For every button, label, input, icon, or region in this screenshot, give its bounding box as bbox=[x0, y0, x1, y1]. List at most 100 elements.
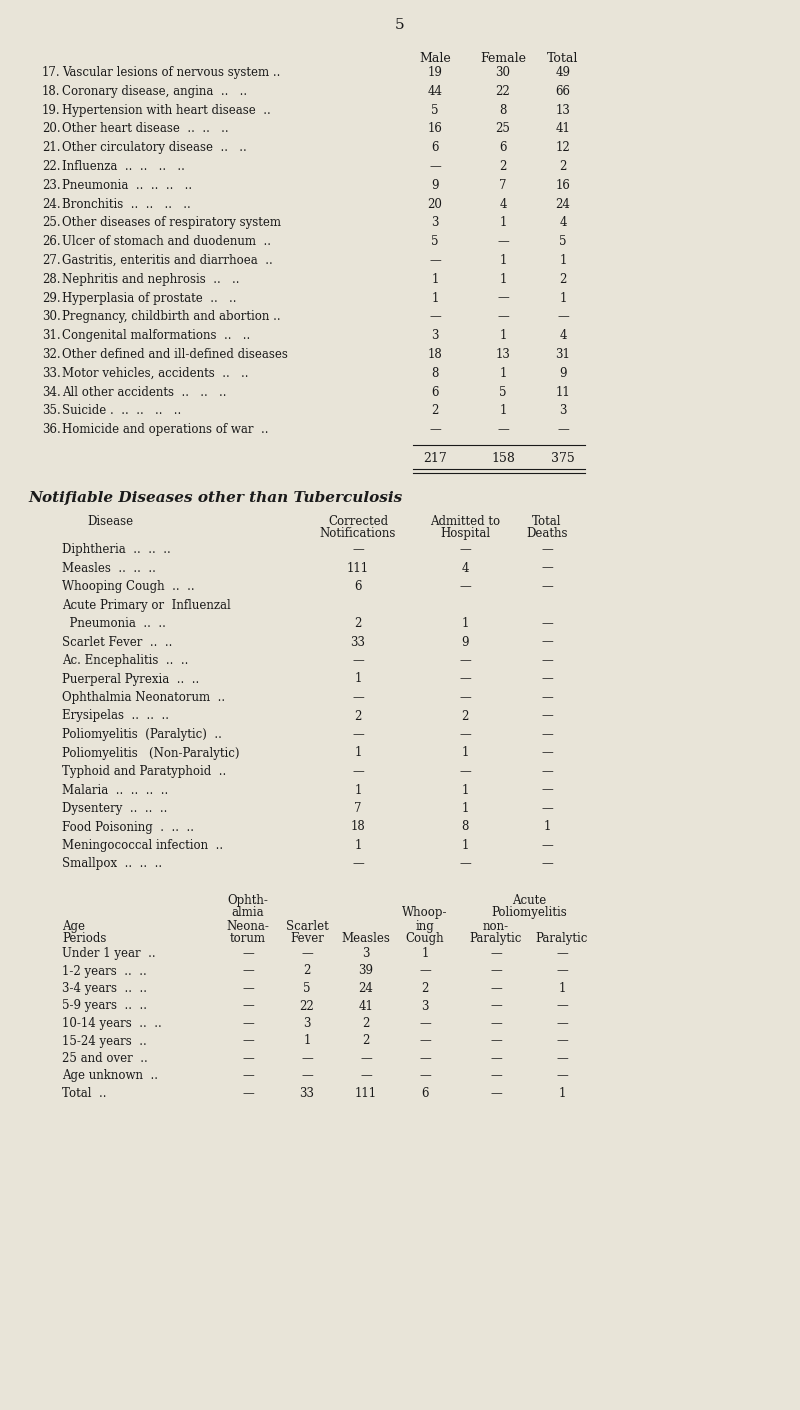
Text: Food Poisoning  .  ..  ..: Food Poisoning . .. .. bbox=[62, 821, 194, 833]
Text: 2: 2 bbox=[422, 981, 429, 995]
Text: 1: 1 bbox=[431, 272, 438, 286]
Text: Ac. Encephalitis  ..  ..: Ac. Encephalitis .. .. bbox=[62, 654, 188, 667]
Text: Under 1 year  ..: Under 1 year .. bbox=[62, 948, 156, 960]
Text: 1: 1 bbox=[499, 272, 506, 286]
Text: 2: 2 bbox=[354, 618, 362, 630]
Text: Total: Total bbox=[532, 515, 562, 527]
Text: 6: 6 bbox=[354, 580, 362, 594]
Text: Diphtheria  ..  ..  ..: Diphtheria .. .. .. bbox=[62, 543, 170, 556]
Text: 1: 1 bbox=[303, 1035, 310, 1048]
Text: Hyperplasia of prostate  ..   ..: Hyperplasia of prostate .. .. bbox=[62, 292, 237, 305]
Text: 16: 16 bbox=[427, 123, 442, 135]
Text: 2: 2 bbox=[462, 709, 469, 722]
Text: Age: Age bbox=[62, 919, 85, 933]
Text: —: — bbox=[497, 235, 509, 248]
Text: 1: 1 bbox=[499, 405, 506, 417]
Text: 1: 1 bbox=[499, 367, 506, 379]
Text: 28.: 28. bbox=[42, 272, 61, 286]
Text: 33: 33 bbox=[350, 636, 366, 649]
Text: —: — bbox=[490, 1000, 502, 1012]
Text: —: — bbox=[556, 948, 568, 960]
Text: —: — bbox=[541, 709, 553, 722]
Text: Other heart disease  ..  ..   ..: Other heart disease .. .. .. bbox=[62, 123, 229, 135]
Text: Acute Primary or  Influenzal: Acute Primary or Influenzal bbox=[62, 598, 230, 612]
Text: —: — bbox=[459, 673, 471, 685]
Text: 3: 3 bbox=[559, 405, 566, 417]
Text: Other diseases of respiratory system: Other diseases of respiratory system bbox=[62, 216, 281, 230]
Text: Admitted to: Admitted to bbox=[430, 515, 500, 527]
Text: 1: 1 bbox=[462, 746, 469, 760]
Text: —: — bbox=[419, 964, 431, 977]
Text: —: — bbox=[497, 423, 509, 436]
Text: Ulcer of stomach and duodenum  ..: Ulcer of stomach and duodenum .. bbox=[62, 235, 271, 248]
Text: —: — bbox=[459, 728, 471, 742]
Text: 2: 2 bbox=[559, 159, 566, 173]
Text: —: — bbox=[360, 1070, 372, 1083]
Text: —: — bbox=[301, 948, 313, 960]
Text: 31.: 31. bbox=[42, 329, 61, 343]
Text: —: — bbox=[242, 1087, 254, 1100]
Text: Gastritis, enteritis and diarrhoea  ..: Gastritis, enteritis and diarrhoea .. bbox=[62, 254, 273, 266]
Text: 20: 20 bbox=[427, 197, 442, 210]
Text: 23.: 23. bbox=[42, 179, 61, 192]
Text: 7: 7 bbox=[499, 179, 506, 192]
Text: Age unknown  ..: Age unknown .. bbox=[62, 1070, 158, 1083]
Text: 22: 22 bbox=[496, 85, 510, 97]
Text: 1: 1 bbox=[558, 981, 566, 995]
Text: Dysentery  ..  ..  ..: Dysentery .. .. .. bbox=[62, 802, 167, 815]
Text: 2: 2 bbox=[354, 709, 362, 722]
Text: 17.: 17. bbox=[42, 66, 61, 79]
Text: Periods: Periods bbox=[62, 932, 106, 945]
Text: Congenital malformations  ..   ..: Congenital malformations .. .. bbox=[62, 329, 250, 343]
Text: Hospital: Hospital bbox=[440, 527, 490, 540]
Text: —: — bbox=[352, 728, 364, 742]
Text: 35.: 35. bbox=[42, 405, 61, 417]
Text: Cough: Cough bbox=[406, 932, 444, 945]
Text: ing: ing bbox=[416, 919, 434, 933]
Text: Total  ..: Total .. bbox=[62, 1087, 106, 1100]
Text: 22.: 22. bbox=[42, 159, 61, 173]
Text: 1: 1 bbox=[543, 821, 550, 833]
Text: Disease: Disease bbox=[87, 515, 133, 527]
Text: —: — bbox=[429, 423, 441, 436]
Text: non-: non- bbox=[483, 919, 509, 933]
Text: 18: 18 bbox=[428, 348, 442, 361]
Text: 3: 3 bbox=[303, 1017, 310, 1029]
Text: Ophth-: Ophth- bbox=[227, 894, 269, 907]
Text: 36.: 36. bbox=[42, 423, 61, 436]
Text: 5: 5 bbox=[499, 385, 506, 399]
Text: Whoop-: Whoop- bbox=[402, 907, 448, 919]
Text: 5: 5 bbox=[395, 18, 405, 32]
Text: 19: 19 bbox=[427, 66, 442, 79]
Text: —: — bbox=[541, 766, 553, 778]
Text: Scarlet: Scarlet bbox=[286, 919, 328, 933]
Text: —: — bbox=[352, 543, 364, 556]
Text: Motor vehicles, accidents  ..   ..: Motor vehicles, accidents .. .. bbox=[62, 367, 249, 379]
Text: Measles  ..  ..  ..: Measles .. .. .. bbox=[62, 561, 156, 574]
Text: 5: 5 bbox=[431, 235, 438, 248]
Text: Meningococcal infection  ..: Meningococcal infection .. bbox=[62, 839, 223, 852]
Text: Paralytic: Paralytic bbox=[470, 932, 522, 945]
Text: —: — bbox=[541, 654, 553, 667]
Text: Fever: Fever bbox=[290, 932, 324, 945]
Text: 1: 1 bbox=[462, 802, 469, 815]
Text: 19.: 19. bbox=[42, 103, 61, 117]
Text: 217: 217 bbox=[423, 453, 447, 465]
Text: —: — bbox=[541, 618, 553, 630]
Text: 1: 1 bbox=[462, 618, 469, 630]
Text: 2: 2 bbox=[362, 1017, 370, 1029]
Text: Scarlet Fever  ..  ..: Scarlet Fever .. .. bbox=[62, 636, 172, 649]
Text: —: — bbox=[459, 580, 471, 594]
Text: —: — bbox=[242, 1052, 254, 1065]
Text: Poliomyelitis: Poliomyelitis bbox=[491, 907, 567, 919]
Text: —: — bbox=[556, 1017, 568, 1029]
Text: 2: 2 bbox=[499, 159, 506, 173]
Text: —: — bbox=[429, 310, 441, 323]
Text: —: — bbox=[541, 673, 553, 685]
Text: 6: 6 bbox=[431, 141, 438, 154]
Text: —: — bbox=[490, 1017, 502, 1029]
Text: Pneumonia  ..  ..: Pneumonia .. .. bbox=[62, 618, 166, 630]
Text: —: — bbox=[490, 948, 502, 960]
Text: 3: 3 bbox=[422, 1000, 429, 1012]
Text: —: — bbox=[360, 1052, 372, 1065]
